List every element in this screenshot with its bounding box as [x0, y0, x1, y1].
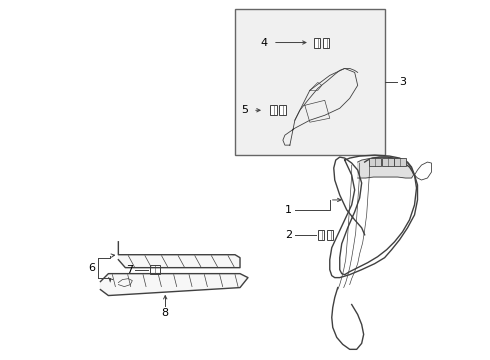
Bar — [279, 105, 286, 115]
Bar — [368, 158, 381, 166]
Bar — [270, 105, 276, 115]
Bar — [382, 158, 393, 166]
Text: 1: 1 — [285, 205, 292, 215]
Bar — [150, 265, 160, 274]
Bar — [323, 37, 329, 48]
Text: 8: 8 — [162, 307, 169, 318]
Bar — [235, 9, 385, 155]
Polygon shape — [119, 242, 240, 268]
Polygon shape — [100, 274, 248, 296]
Text: 6: 6 — [88, 263, 96, 273]
Text: 2: 2 — [285, 230, 292, 240]
Text: 5: 5 — [241, 105, 248, 115]
Bar — [327, 230, 334, 240]
Text: 7: 7 — [126, 265, 133, 275]
Text: 4: 4 — [261, 37, 268, 48]
Polygon shape — [358, 157, 414, 178]
Text: 3: 3 — [399, 77, 407, 87]
Bar — [393, 158, 406, 166]
Bar — [318, 230, 324, 240]
Bar — [314, 37, 320, 48]
